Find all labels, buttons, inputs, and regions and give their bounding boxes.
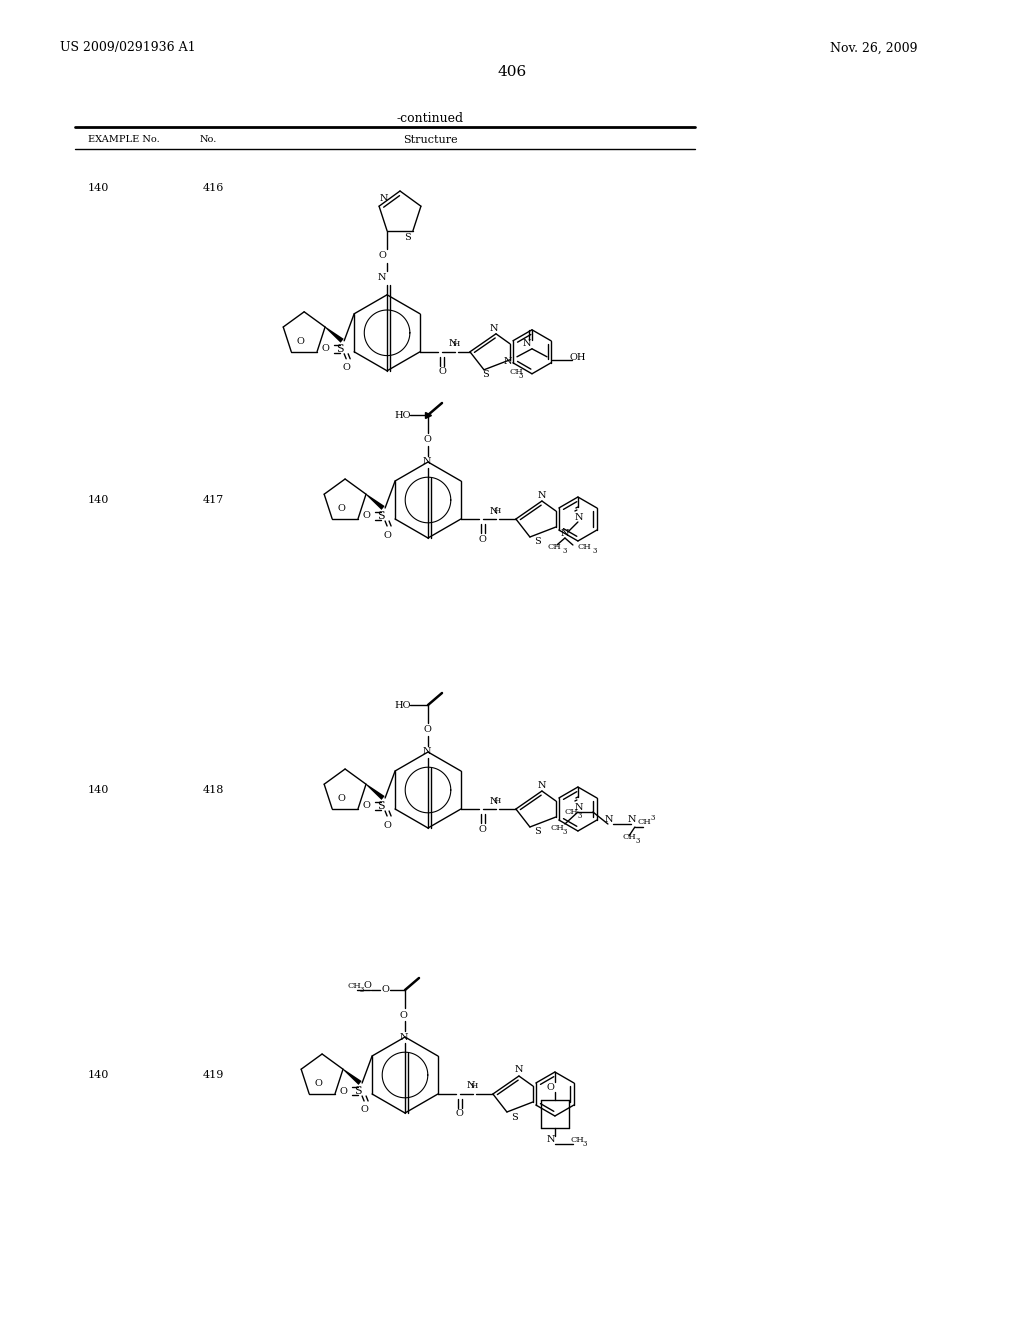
Text: O: O [362,982,371,990]
Text: O: O [381,986,389,994]
Text: CH: CH [638,818,651,826]
Text: S: S [534,828,541,837]
Text: N: N [538,780,546,789]
Text: OH: OH [570,354,587,362]
Text: N: N [515,1065,523,1074]
Text: 418: 418 [203,785,224,795]
Text: CH: CH [571,1137,585,1144]
Text: 3: 3 [583,1140,588,1148]
Text: N: N [574,512,584,521]
Text: Nov. 26, 2009: Nov. 26, 2009 [830,41,918,54]
Text: O: O [378,251,386,260]
Text: 419: 419 [203,1071,224,1080]
Text: N: N [423,747,431,756]
Text: O: O [337,795,345,804]
Text: O: O [337,504,345,513]
Text: O: O [400,1011,408,1019]
Text: N: N [400,1032,409,1041]
Polygon shape [366,784,385,800]
Text: N: N [489,507,499,516]
Text: HO: HO [394,411,411,420]
Text: N: N [489,325,499,333]
Text: S: S [511,1113,518,1122]
Text: O: O [383,821,391,829]
Text: 140: 140 [88,1071,110,1080]
Text: 3: 3 [651,814,655,822]
Text: 140: 140 [88,785,110,795]
Text: 406: 406 [498,65,526,79]
Text: Structure: Structure [402,135,458,145]
Text: CH: CH [548,543,561,550]
Text: S: S [377,801,385,810]
Text: S: S [404,232,411,242]
Text: O: O [296,337,304,346]
Text: N: N [628,816,636,825]
Text: S: S [482,371,489,379]
Text: HO: HO [394,701,411,710]
Text: N: N [522,339,531,348]
Text: O: O [423,726,431,734]
Text: N: N [574,803,584,812]
Text: H: H [453,339,461,347]
Text: CH: CH [347,982,360,990]
Text: 3: 3 [563,828,567,836]
Text: -continued: -continued [396,111,464,124]
Text: CH: CH [578,543,592,550]
Text: O: O [479,535,486,544]
Text: O: O [362,511,370,520]
Text: 140: 140 [88,495,110,506]
Text: N: N [449,339,458,348]
Text: US 2009/0291936 A1: US 2009/0291936 A1 [60,41,196,54]
Text: CH: CH [565,808,579,816]
Text: O: O [423,436,431,445]
Text: O: O [314,1080,322,1088]
Text: H: H [471,1082,478,1090]
Text: CH: CH [510,368,523,376]
Text: N: N [547,1135,555,1144]
Text: 140: 140 [88,183,110,193]
Text: N: N [380,194,388,203]
Text: 3: 3 [519,372,523,380]
Text: H: H [494,507,502,515]
Text: N: N [423,458,431,466]
Text: N: N [504,358,512,366]
Text: S: S [377,511,385,521]
Text: 3: 3 [593,546,597,554]
Text: O: O [339,1086,347,1096]
Text: S: S [354,1086,361,1096]
Text: N: N [489,796,499,805]
Text: CH: CH [623,833,637,841]
Text: N: N [467,1081,475,1090]
Text: O: O [322,345,329,354]
Text: EXAMPLE No.: EXAMPLE No. [88,136,160,144]
Text: O: O [479,825,486,833]
Text: O: O [383,531,391,540]
Text: O: O [438,367,445,376]
Text: O: O [547,1082,555,1092]
Text: O: O [360,1106,368,1114]
Text: N: N [605,816,613,825]
Text: 3: 3 [563,546,567,554]
Text: CH: CH [551,824,564,832]
Text: 3: 3 [636,837,640,845]
Text: S: S [336,343,344,354]
Text: O: O [362,801,370,810]
Polygon shape [325,326,344,343]
Text: 3: 3 [578,812,583,820]
Text: N: N [538,491,546,499]
Text: 416: 416 [203,183,224,193]
Text: 3: 3 [359,986,364,994]
Text: O: O [456,1110,464,1118]
Polygon shape [366,494,385,510]
Text: 417: 417 [203,495,224,506]
Text: H: H [494,797,502,805]
Text: O: O [342,363,350,372]
Text: No.: No. [200,136,217,144]
Text: N: N [561,529,569,539]
Text: S: S [534,537,541,546]
Text: N: N [378,273,386,282]
Polygon shape [343,1069,361,1085]
